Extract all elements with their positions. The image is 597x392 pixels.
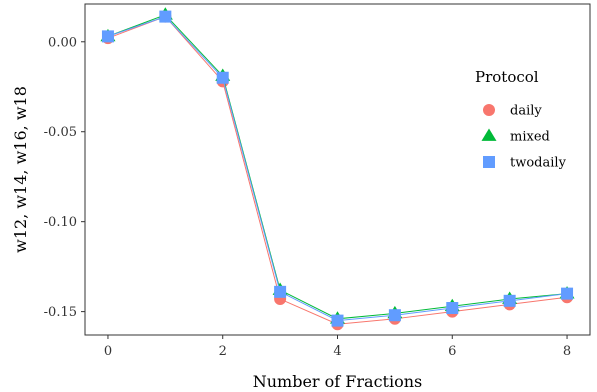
- series-mixed: [100, 7, 575, 324]
- y-axis-title: w12, w14, w16, w18: [11, 86, 30, 253]
- y-axis: 0.00 -0.05 -0.10 -0.15: [44, 35, 85, 320]
- data-point-twodaily: [503, 294, 516, 307]
- plot-panel: [84, 3, 591, 336]
- data-point-twodaily: [274, 285, 287, 298]
- series-line-mixed: [107, 14, 568, 320]
- data-point-twodaily: [388, 309, 401, 322]
- legend-label-mixed: mixed: [510, 130, 550, 145]
- legend-key-twodaily: [483, 156, 495, 168]
- data-point-twodaily: [159, 10, 172, 23]
- x-tick-label: 8: [563, 344, 571, 359]
- x-tick-label: 4: [333, 344, 341, 359]
- data-point-twodaily: [331, 314, 344, 327]
- x-tick-label: 0: [104, 344, 112, 359]
- y-tick-label: -0.05: [44, 125, 77, 140]
- legend-title: Protocol: [475, 68, 539, 86]
- legend-label-twodaily: twodaily: [510, 156, 567, 171]
- legend-label-daily: daily: [510, 104, 542, 119]
- legend-key-mixed: [481, 128, 497, 141]
- legend: Protocol daily mixed twodaily: [475, 68, 567, 171]
- series-twodaily: [101, 10, 574, 327]
- legend-key-daily: [483, 104, 495, 116]
- data-point-twodaily: [561, 287, 574, 300]
- series-layer: [100, 7, 575, 331]
- y-tick-label: -0.15: [44, 305, 77, 320]
- x-axis: 0 2 4 6 8: [104, 335, 571, 359]
- legend-item-mixed: mixed: [481, 128, 550, 145]
- data-point-twodaily: [216, 71, 229, 84]
- x-tick-label: 2: [219, 344, 227, 359]
- x-axis-title: Number of Fractions: [253, 372, 423, 391]
- series-daily: [101, 10, 574, 331]
- y-tick-label: -0.10: [44, 215, 77, 230]
- data-point-twodaily: [446, 302, 459, 315]
- data-point-twodaily: [101, 30, 114, 43]
- y-tick-label: 0.00: [48, 35, 77, 50]
- legend-item-daily: daily: [483, 104, 542, 119]
- series-line-daily: [107, 16, 568, 325]
- legend-item-twodaily: twodaily: [483, 156, 567, 171]
- series-line-twodaily: [107, 16, 568, 322]
- x-tick-label: 6: [448, 344, 456, 359]
